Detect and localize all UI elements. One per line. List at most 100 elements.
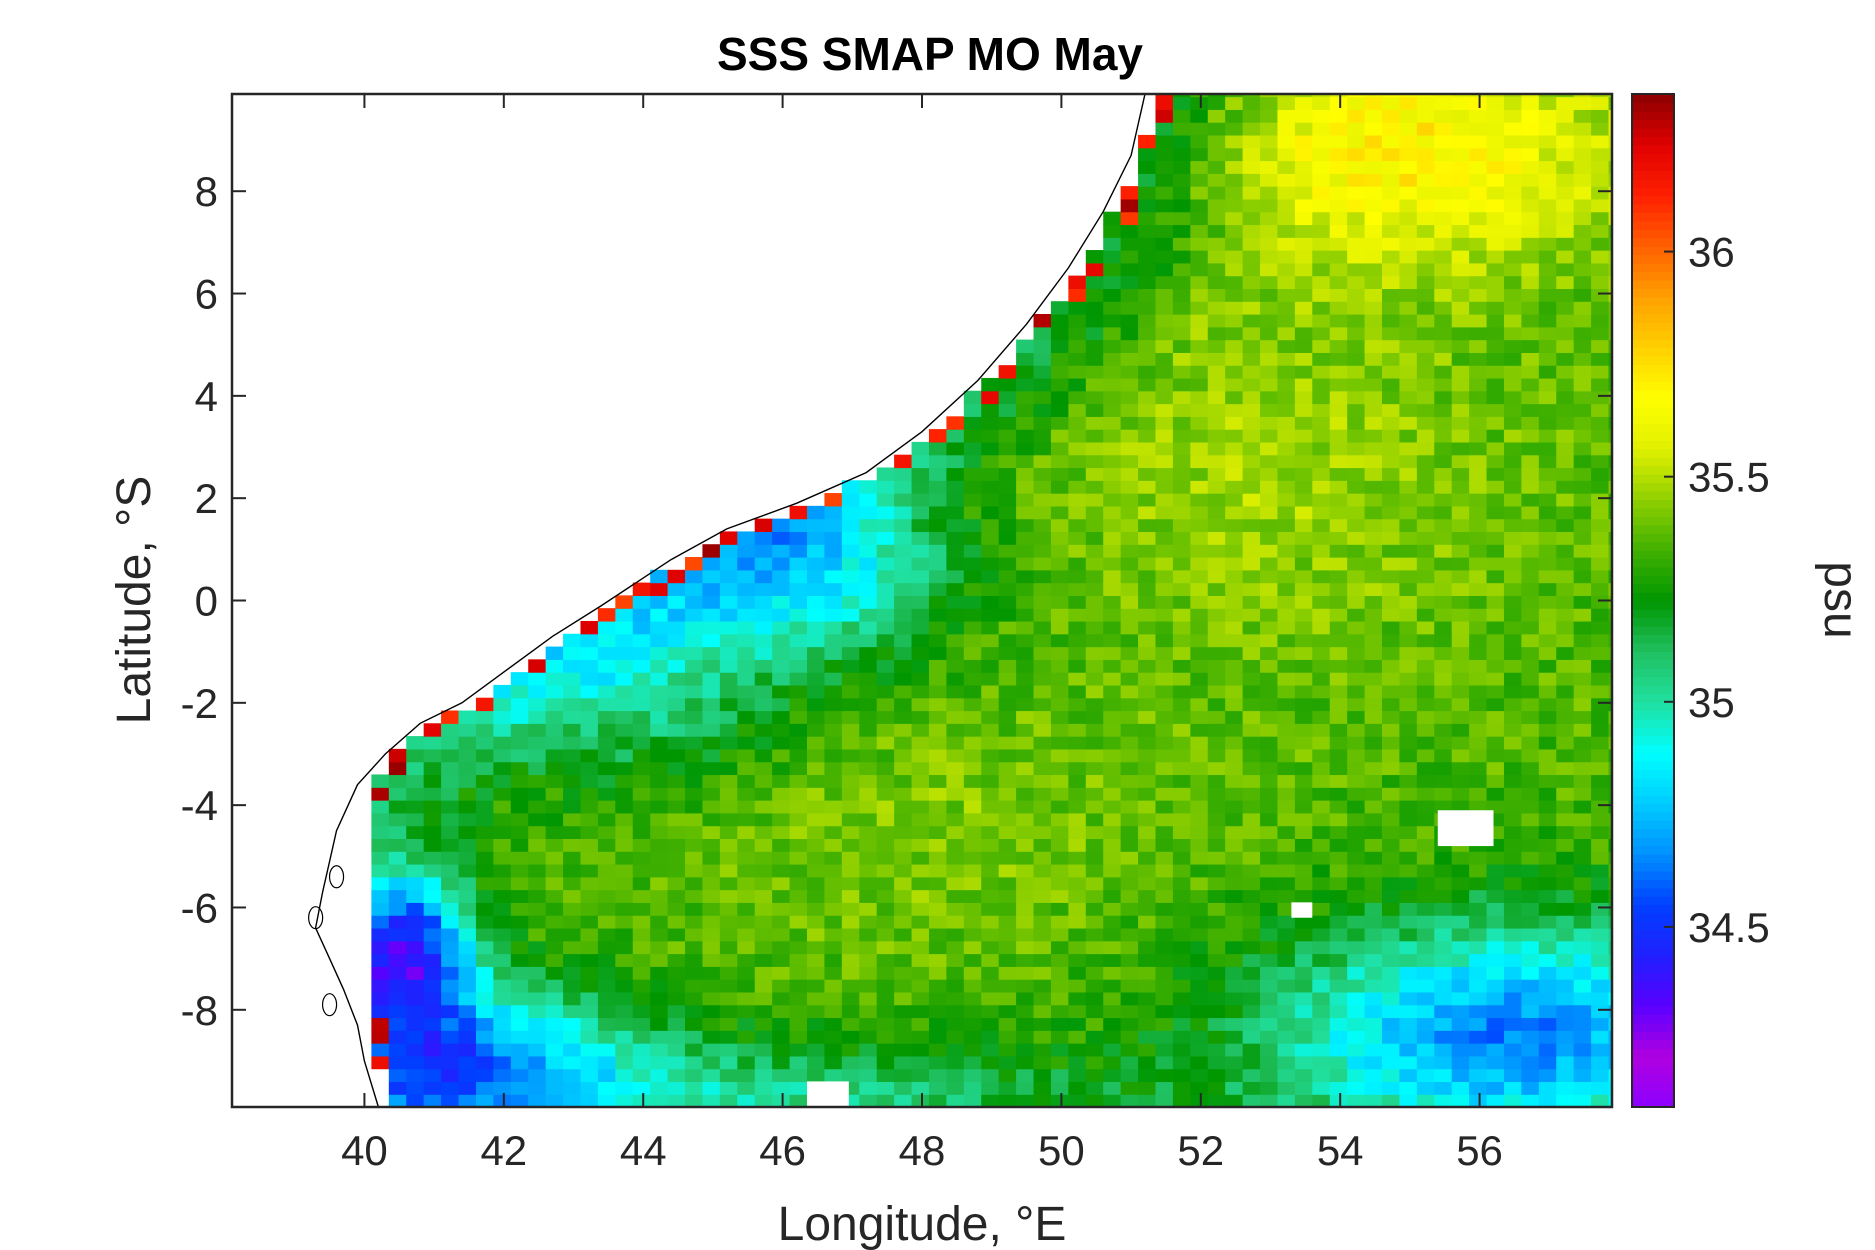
heatmap-cell [1573,953,1592,967]
heatmap-cell [789,838,808,852]
heatmap-cell [1294,1068,1313,1083]
heatmap-cell [963,953,982,967]
heatmap-cell [789,953,808,967]
heatmap-cell [1138,147,1157,162]
heatmap-cell [1277,352,1296,366]
heatmap-cell [1172,863,1191,878]
heatmap-cell [1451,237,1470,251]
heatmap-cell [754,953,773,967]
heatmap-cell [772,1043,791,1057]
heatmap-cell [510,1055,529,1070]
colorbar-swatch [1632,423,1674,433]
heatmap-cell [1591,134,1610,149]
heatmap-cell [772,608,791,622]
heatmap-cell [894,774,913,788]
heatmap-cell [1050,390,1069,405]
heatmap-cell [423,774,442,788]
heatmap-cell [911,838,930,852]
heatmap-cell [946,441,965,456]
heatmap-cell [1312,902,1331,916]
heatmap-cell [1138,991,1157,1006]
heatmap-cell [1591,940,1610,955]
heatmap-cell [1573,1043,1592,1057]
heatmap-cell [1085,889,1104,903]
heatmap-cell [580,672,599,686]
heatmap-cell [1294,326,1313,341]
heatmap-cell [1190,301,1209,315]
heatmap-cell [441,825,460,839]
heatmap-cell [458,902,477,916]
heatmap-cell [859,953,878,967]
heatmap-cell [1486,697,1505,712]
heatmap-cell [1016,851,1035,865]
heatmap-cell [1591,480,1610,494]
heatmap-cell [1486,557,1505,571]
heatmap-cell [754,582,773,596]
heatmap-cell [1294,595,1313,609]
heatmap-cell [963,979,982,993]
heatmap-cell [1242,710,1261,724]
colorbar-swatch [1632,836,1674,847]
heatmap-cell [1399,377,1418,392]
heatmap-cell [1451,927,1470,942]
heatmap-cell [1591,659,1610,673]
heatmap-cell [475,1017,494,1031]
heatmap-cell [1469,1081,1488,1095]
heatmap-cell [1434,927,1453,942]
heatmap-cell [1207,659,1226,673]
heatmap-cell [510,723,529,737]
heatmap-cell [1364,966,1383,980]
heatmap-cell [1277,569,1296,584]
heatmap-cell [911,1094,930,1108]
heatmap-cell [597,966,616,980]
heatmap-cell [441,953,460,967]
heatmap-cell [1347,441,1366,456]
heatmap-cell [1085,313,1104,328]
heatmap-cell [911,544,930,558]
heatmap-cell [545,646,564,660]
heatmap-cell [1190,339,1209,353]
heatmap-cell [597,838,616,852]
heatmap-cell [1120,915,1139,929]
heatmap-cell [1469,454,1488,469]
heatmap-cell [1486,147,1505,162]
heatmap-cell [1364,569,1383,584]
heatmap-cell [1085,339,1104,353]
heatmap-cell [1469,531,1488,545]
heatmap-cell [1347,761,1366,776]
heatmap-cell [1155,940,1174,955]
heatmap-cell [1486,505,1505,520]
heatmap-cell [563,979,582,993]
heatmap-cell [441,812,460,827]
heatmap-cell [1538,301,1557,315]
heatmap-cell [1294,198,1313,213]
heatmap-cell [1294,557,1313,571]
heatmap-cell [1591,275,1610,290]
heatmap-cell [719,569,738,584]
heatmap-cell [876,544,895,558]
heatmap-cell [1329,480,1348,494]
heatmap-cell [1364,1043,1383,1057]
heatmap-cell [1469,377,1488,392]
heatmap-cell [1329,467,1348,481]
heatmap-cell [859,608,878,622]
heatmap-cell [563,1081,582,1095]
heatmap-cell [1434,94,1453,98]
heatmap-cell [1312,262,1331,277]
heatmap-cell [1521,876,1540,891]
heatmap-cell [1434,454,1453,469]
heatmap-cell [1347,889,1366,903]
heatmap-cell [1016,544,1035,558]
heatmap-cell [545,812,564,827]
heatmap-cell [1050,748,1069,763]
heatmap-cell [1155,160,1174,174]
coastline-path [314,93,1146,1108]
heatmap-cell [807,531,826,545]
heatmap-cell [1225,275,1244,290]
heatmap-cell [1486,301,1505,315]
heatmap-cell [876,531,895,545]
heatmap-cell [894,1081,913,1095]
heatmap-cell [859,1094,878,1108]
heatmap-cell [1364,1068,1383,1083]
heatmap-cell [650,736,669,750]
